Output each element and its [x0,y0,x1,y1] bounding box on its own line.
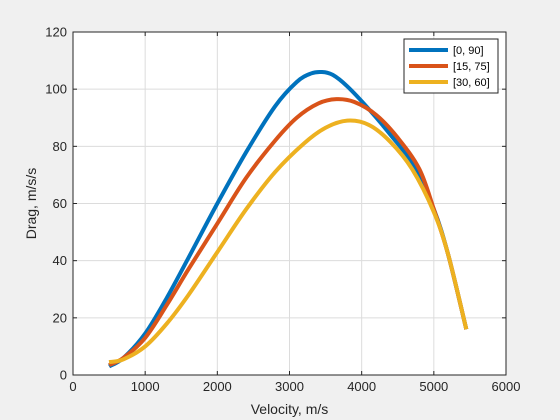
y-tick-label: 60 [53,196,67,211]
series-layer [108,69,469,369]
x-tick-label: 3000 [275,379,304,394]
y-tick-label: 0 [60,368,67,383]
x-tick-label: 0 [69,379,76,394]
y-tick-label: 80 [53,139,67,154]
ticks: 0 1000 2000 3000 4000 5000 6000 0 20 40 60 80 100 120 [45,25,520,395]
legend-entry-label: [30, 60] [453,77,490,89]
series-line-1 [108,69,469,369]
y-tick-label: 100 [45,82,67,97]
y-tick-label: 40 [53,253,67,268]
y-tick-label: 120 [45,25,67,40]
x-tick-label: 1000 [131,379,160,394]
x-tick-label: 2000 [203,379,232,394]
x-tick-label: 4000 [347,379,376,394]
legend: [0, 90] [15, 75] [30, 60] [403,38,499,94]
y-tick-label: 20 [53,310,67,325]
x-tick-label: 6000 [492,379,521,394]
legend-entry-label: [15, 75] [453,61,490,73]
legend-entry-label: [0, 90] [453,45,484,57]
x-axis-label: Velocity, m/s [251,401,329,417]
x-tick-label: 5000 [419,379,448,394]
series-line-2 [108,97,469,367]
y-axis-label: Drag, m/s/s [23,168,39,240]
series-line-3 [108,118,469,365]
